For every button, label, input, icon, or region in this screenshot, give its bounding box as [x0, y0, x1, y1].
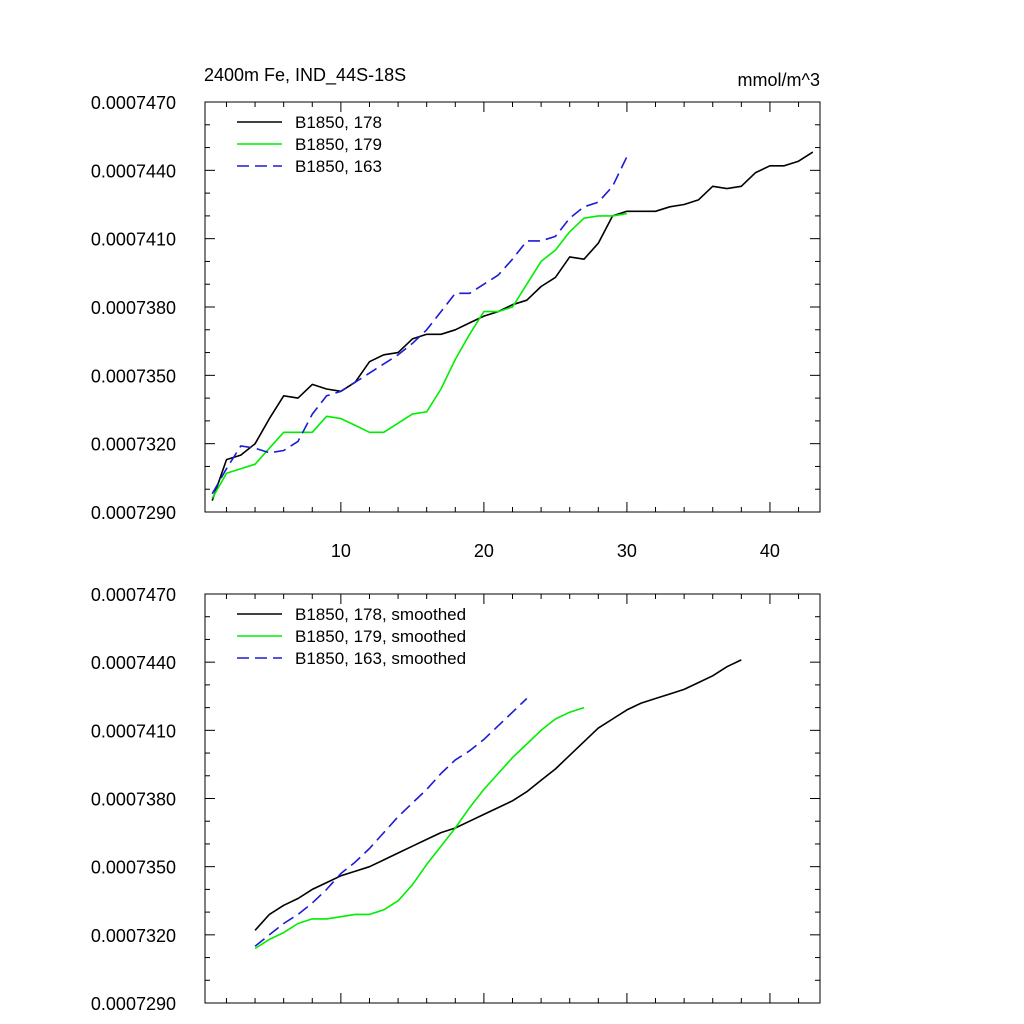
axis-ticks: [205, 101, 820, 513]
y-tick-label: 0.0007470: [91, 93, 176, 113]
y-tick-label: 0.0007470: [91, 585, 176, 605]
x-tick-label: 10: [331, 541, 351, 561]
axis-ticks: [205, 593, 820, 1004]
y-tick-label: 0.0007290: [91, 994, 176, 1014]
y-tick-label: 0.0007320: [91, 435, 176, 455]
legend: B1850, 178, smoothed B1850, 179, smoothed…: [237, 605, 466, 668]
series-line: [254, 659, 742, 931]
series-line: [254, 697, 528, 947]
chart-panel-top: 2400m Fe, IND_44S-18S mmol/m^3 0.0007290…: [91, 65, 821, 561]
plot-frame: [204, 101, 821, 513]
y-tick-label: 0.0007350: [91, 366, 176, 386]
chart-title: 2400m Fe, IND_44S-18S: [204, 65, 406, 86]
x-tick-labels: 10 20 30 40: [331, 541, 780, 561]
legend-label: B1850, 179: [295, 135, 382, 154]
y-tick-label: 0.0007320: [91, 926, 176, 946]
y-tick-label: 0.0007380: [91, 298, 176, 318]
legend-label: B1850, 163, smoothed: [295, 649, 466, 668]
legend-label: B1850, 179, smoothed: [295, 627, 466, 646]
legend-label: B1850, 163: [295, 157, 382, 176]
series-line: [211, 156, 628, 495]
y-tick-label: 0.0007410: [91, 721, 176, 741]
legend-label: B1850, 178: [295, 113, 382, 132]
y-tick-labels: 0.0007290 0.0007320 0.0007350 0.0007380 0.00…: [91, 585, 176, 1014]
series-lines: [254, 659, 742, 950]
x-tick-label: 20: [474, 541, 494, 561]
chart-panel-bottom: 0.0007290 0.0007320 0.0007350 0.0007380 0.00…: [91, 585, 821, 1014]
series-lines: [211, 151, 814, 501]
y-tick-label: 0.0007440: [91, 653, 176, 673]
y-tick-label: 0.0007350: [91, 858, 176, 878]
plot-frame: [204, 593, 821, 1004]
y-tick-label: 0.0007410: [91, 230, 176, 250]
units-label: mmol/m^3: [738, 70, 820, 90]
y-tick-label: 0.0007290: [91, 503, 176, 523]
series-line: [211, 212, 628, 499]
series-line: [254, 706, 585, 950]
y-tick-label: 0.0007380: [91, 790, 176, 810]
x-tick-label: 40: [760, 541, 780, 561]
legend-label: B1850, 178, smoothed: [295, 605, 466, 624]
y-tick-label: 0.0007440: [91, 161, 176, 181]
x-tick-label: 30: [617, 541, 637, 561]
legend: B1850, 178 B1850, 179 B1850, 163: [237, 113, 382, 176]
y-tick-labels: 0.0007290 0.0007320 0.0007350 0.0007380 0.00…: [91, 93, 176, 523]
series-line: [211, 151, 814, 501]
